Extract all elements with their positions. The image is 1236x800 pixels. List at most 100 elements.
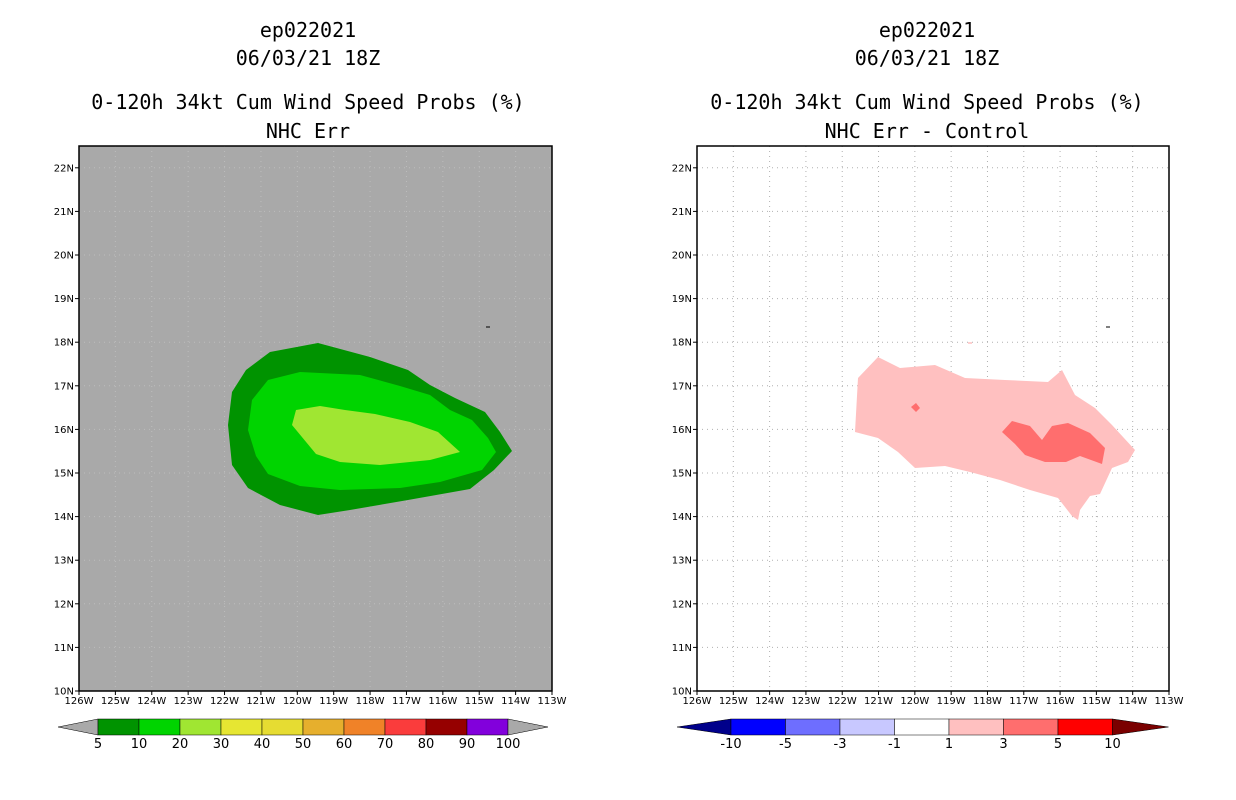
colorbar-box xyxy=(261,718,304,736)
lon-label: 114W xyxy=(501,696,530,707)
colorbar-label: -5 xyxy=(779,737,792,752)
colorbar-label: 5 xyxy=(94,737,102,752)
colorbar-label: -3 xyxy=(834,737,847,752)
lat-label: 21N xyxy=(672,207,692,218)
left-contour-20pct xyxy=(292,406,460,465)
lat-label: 18N xyxy=(672,338,692,349)
colorbar-box xyxy=(220,718,263,736)
colorbar-box xyxy=(302,718,345,736)
colorbar-box xyxy=(1003,718,1059,736)
colorbar-high-end xyxy=(1112,718,1169,736)
lon-label: 120W xyxy=(283,696,312,707)
right-contour-1to3 xyxy=(855,357,1135,520)
left-map: 22N21N20N19N18N17N16N15N14N13N12N11N10N1… xyxy=(54,145,567,707)
colorbar-label: 90 xyxy=(459,737,476,752)
colorbar-box xyxy=(97,718,140,736)
lon-label: 117W xyxy=(1009,696,1038,707)
lon-label: 122W xyxy=(828,696,857,707)
colorbar-label: 80 xyxy=(418,737,435,752)
lon-label: 121W xyxy=(864,696,893,707)
colorbar-box xyxy=(425,718,468,736)
lon-label: 124W xyxy=(137,696,166,707)
left-product-title: 0-120h 34kt Cum Wind Speed Probs (%) xyxy=(91,90,525,114)
lat-label: 16N xyxy=(54,425,74,436)
lat-label: 19N xyxy=(54,294,74,305)
lat-label: 20N xyxy=(54,251,74,262)
lat-label: 19N xyxy=(672,294,692,305)
left-subtitle: NHC Err xyxy=(265,119,351,143)
colorbar-box xyxy=(948,718,1004,736)
lon-label: 116W xyxy=(428,696,457,707)
colorbar-label: 10 xyxy=(131,737,148,752)
colorbar-box xyxy=(466,718,509,736)
left-axis-ticks: 22N21N20N19N18N17N16N15N14N13N12N11N10N1… xyxy=(54,163,567,707)
lat-label: 12N xyxy=(54,599,74,610)
left-datetime: 06/03/21 18Z xyxy=(235,46,381,70)
colorbar-box xyxy=(894,718,950,736)
right-map-frame xyxy=(696,145,1170,692)
colorbar-label: 10 xyxy=(1104,737,1121,752)
left-storm-id: ep022021 xyxy=(259,18,357,42)
lon-label: 121W xyxy=(246,696,275,707)
colorbar-box xyxy=(138,718,181,736)
lon-label: 120W xyxy=(900,696,929,707)
right-map: 22N21N20N19N18N17N16N15N14N13N12N11N10N1… xyxy=(672,145,1184,707)
colorbar-box xyxy=(343,718,386,736)
lon-label: 126W xyxy=(683,696,712,707)
lon-label: 116W xyxy=(1046,696,1075,707)
left-map-frame xyxy=(78,145,553,692)
colorbar-label: 40 xyxy=(254,737,271,752)
right-axis-ticks: 22N21N20N19N18N17N16N15N14N13N12N11N10N1… xyxy=(672,163,1184,707)
colorbar-label: 50 xyxy=(295,737,312,752)
right-grid xyxy=(697,146,1169,691)
lon-label: 125W xyxy=(101,696,130,707)
lat-label: 10N xyxy=(672,687,692,698)
lon-label: 117W xyxy=(392,696,421,707)
colorbar-low-end xyxy=(676,718,732,736)
lat-label: 17N xyxy=(54,381,74,392)
colorbar-label: 30 xyxy=(213,737,230,752)
lat-label: 16N xyxy=(672,425,692,436)
lon-label: 119W xyxy=(937,696,966,707)
right-storm-id: ep022021 xyxy=(878,18,976,42)
right-colorbar: -10 -5 -3 -1 1 3 5 10 xyxy=(676,718,1169,752)
colorbar-label: 70 xyxy=(377,737,394,752)
colorbar-box xyxy=(785,718,841,736)
lat-label: 12N xyxy=(672,599,692,610)
colorbar-box xyxy=(730,718,786,736)
lon-label: 118W xyxy=(973,696,1002,707)
colorbar-box xyxy=(179,718,222,736)
colorbar-label: 5 xyxy=(1054,737,1062,752)
lat-label: 11N xyxy=(54,643,74,654)
lon-label: 126W xyxy=(65,696,94,707)
lon-label: 115W xyxy=(1082,696,1111,707)
lat-label: 15N xyxy=(54,469,74,480)
colorbar-label: -10 xyxy=(720,737,741,752)
right-product-title: 0-120h 34kt Cum Wind Speed Probs (%) xyxy=(710,90,1144,114)
colorbar-box xyxy=(1057,718,1113,736)
lat-label: 20N xyxy=(672,251,692,262)
right-subtitle: NHC Err - Control xyxy=(824,119,1030,143)
lat-label: 15N xyxy=(672,469,692,480)
lon-label: 118W xyxy=(356,696,385,707)
colorbar-label: -1 xyxy=(888,737,901,752)
colorbar-label: 60 xyxy=(336,737,353,752)
right-contour-3to5-b xyxy=(911,403,920,412)
lon-label: 113W xyxy=(1155,696,1184,707)
lon-label: 113W xyxy=(538,696,567,707)
lat-label: 18N xyxy=(54,338,74,349)
lat-label: 17N xyxy=(672,381,692,392)
colorbar-label: 3 xyxy=(999,737,1007,752)
lon-label: 123W xyxy=(174,696,203,707)
colorbar-box xyxy=(384,718,427,736)
right-contour-3to5-a xyxy=(1002,421,1105,464)
right-datetime: 06/03/21 18Z xyxy=(854,46,1000,70)
lat-label: 14N xyxy=(54,512,74,523)
lon-label: 114W xyxy=(1118,696,1147,707)
left-grid xyxy=(79,146,552,691)
lat-label: 22N xyxy=(672,163,692,174)
lat-label: 21N xyxy=(54,207,74,218)
lat-label: 22N xyxy=(54,163,74,174)
colorbar-high-end xyxy=(507,718,549,736)
